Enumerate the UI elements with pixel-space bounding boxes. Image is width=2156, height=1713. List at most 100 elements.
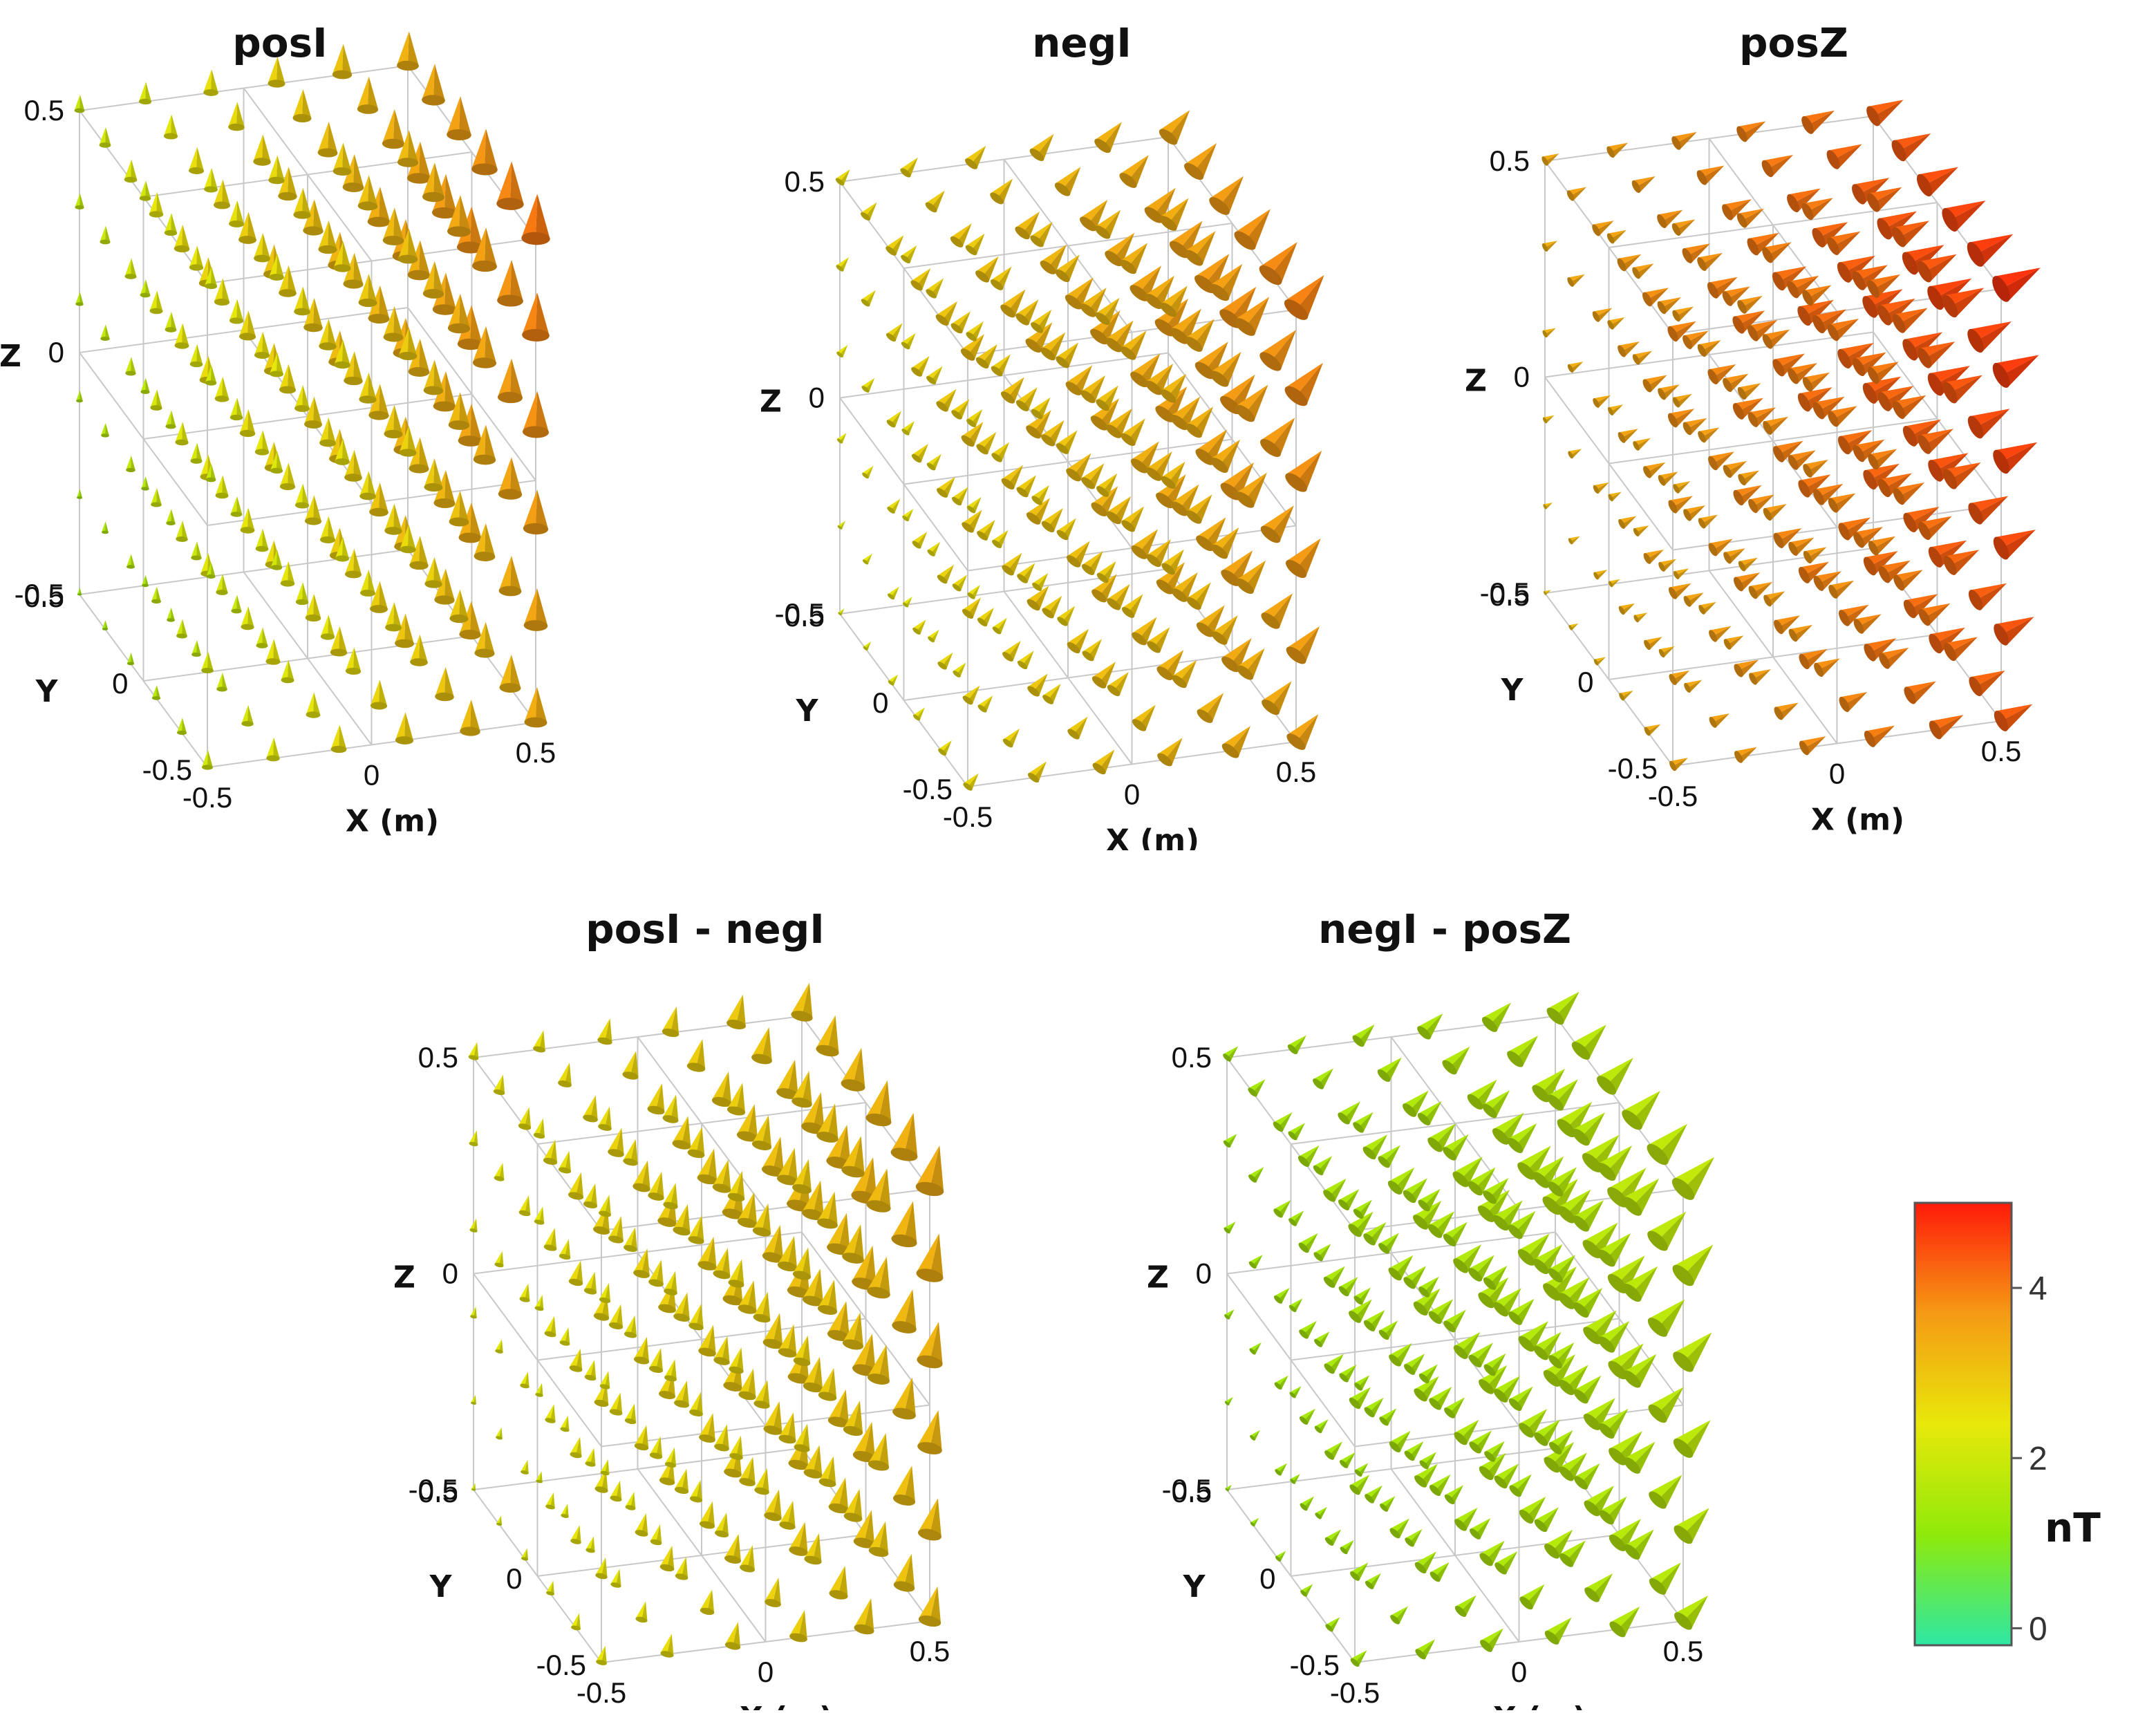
- cone-base: [1414, 1475, 1427, 1488]
- cone-base: [1698, 431, 1706, 443]
- cone: [930, 1498, 941, 1537]
- cone-base: [789, 1546, 808, 1556]
- cone-base: [928, 636, 935, 643]
- cone: [126, 653, 131, 664]
- cone: [688, 1303, 702, 1327]
- cone-base: [345, 667, 362, 675]
- cone: [1814, 483, 1844, 497]
- cone: [485, 424, 496, 460]
- cone: [1910, 681, 1936, 704]
- cone: [1568, 187, 1587, 196]
- cone-base: [935, 314, 949, 326]
- cone: [565, 1327, 570, 1345]
- cone-base: [543, 1244, 557, 1251]
- cone: [1130, 353, 1161, 380]
- cone-base: [659, 1564, 675, 1572]
- cone-base: [292, 113, 312, 123]
- cone: [1750, 669, 1771, 679]
- cone: [590, 1183, 597, 1207]
- cone: [727, 1083, 743, 1111]
- cone: [659, 1545, 673, 1568]
- cone: [1027, 498, 1050, 518]
- cone-base: [1363, 1320, 1376, 1331]
- cone-base: [368, 411, 389, 420]
- cone-base: [1129, 285, 1149, 301]
- cone: [1793, 188, 1821, 212]
- cone-base: [902, 602, 909, 608]
- cone: [565, 1415, 570, 1431]
- cone: [1734, 397, 1763, 411]
- cone-base: [357, 104, 379, 114]
- cone-base: [142, 583, 149, 588]
- cone: [1197, 605, 1225, 630]
- cone-base: [1363, 1233, 1376, 1246]
- cone: [1854, 352, 1886, 367]
- cone-base: [724, 1642, 741, 1650]
- cone: [499, 1163, 505, 1180]
- cone: [714, 1424, 727, 1448]
- cone: [1976, 321, 2012, 353]
- cone-base: [1867, 280, 1880, 298]
- cone: [342, 142, 352, 172]
- cone-base: [1736, 126, 1747, 142]
- cone: [256, 627, 263, 646]
- cone: [360, 569, 369, 593]
- cone-base: [407, 270, 431, 281]
- grid-line: [1609, 202, 1938, 248]
- cone-base: [792, 1184, 812, 1194]
- cone: [1880, 647, 1909, 661]
- cone: [276, 451, 283, 471]
- cone: [1924, 516, 1952, 540]
- cone: [802, 1335, 811, 1364]
- cone-base: [318, 245, 337, 254]
- cone: [207, 750, 213, 768]
- cone-base: [570, 1452, 582, 1459]
- cone: [787, 1236, 798, 1269]
- cone-base: [688, 1322, 704, 1331]
- cone-base: [1993, 536, 2009, 560]
- cone: [353, 548, 362, 575]
- cone: [262, 430, 270, 453]
- cone: [1042, 595, 1062, 613]
- cone-base: [1533, 1345, 1548, 1360]
- cone: [444, 469, 456, 504]
- cone-base: [1026, 425, 1041, 439]
- cone-base: [1657, 301, 1667, 315]
- cone-base: [1211, 544, 1228, 559]
- cone: [752, 1115, 769, 1145]
- cone-base: [1015, 226, 1030, 240]
- cone-base: [723, 1382, 742, 1392]
- cone: [262, 134, 271, 162]
- cone: [1017, 475, 1036, 492]
- cone-base: [270, 467, 283, 474]
- cone-base: [1315, 1513, 1322, 1519]
- cone-base: [1566, 190, 1575, 201]
- z-tick-label: 0.5: [418, 1041, 458, 1074]
- cone-base: [902, 515, 909, 522]
- cone: [1738, 397, 1763, 420]
- cone: [1873, 362, 1899, 384]
- cone-base: [457, 338, 483, 350]
- cone: [813, 1269, 823, 1304]
- cone-base: [714, 1530, 729, 1538]
- cone: [1676, 481, 1691, 494]
- cone: [1944, 200, 1986, 220]
- cone: [1676, 219, 1696, 236]
- cone: [471, 1483, 476, 1490]
- cone: [1727, 199, 1752, 221]
- cone-base: [1632, 267, 1640, 279]
- cone-base: [1723, 639, 1732, 650]
- cone-base: [753, 1313, 771, 1323]
- cone: [1670, 758, 1688, 766]
- cone: [722, 1336, 730, 1363]
- cone: [419, 338, 430, 373]
- cone: [1644, 375, 1667, 386]
- cone-base: [1738, 561, 1746, 572]
- cone: [525, 1195, 531, 1215]
- cone-base: [1837, 262, 1852, 283]
- cone: [382, 207, 395, 241]
- cone-base: [1967, 415, 1984, 439]
- cone: [1611, 404, 1624, 415]
- cone: [937, 564, 955, 579]
- cone: [1749, 494, 1774, 506]
